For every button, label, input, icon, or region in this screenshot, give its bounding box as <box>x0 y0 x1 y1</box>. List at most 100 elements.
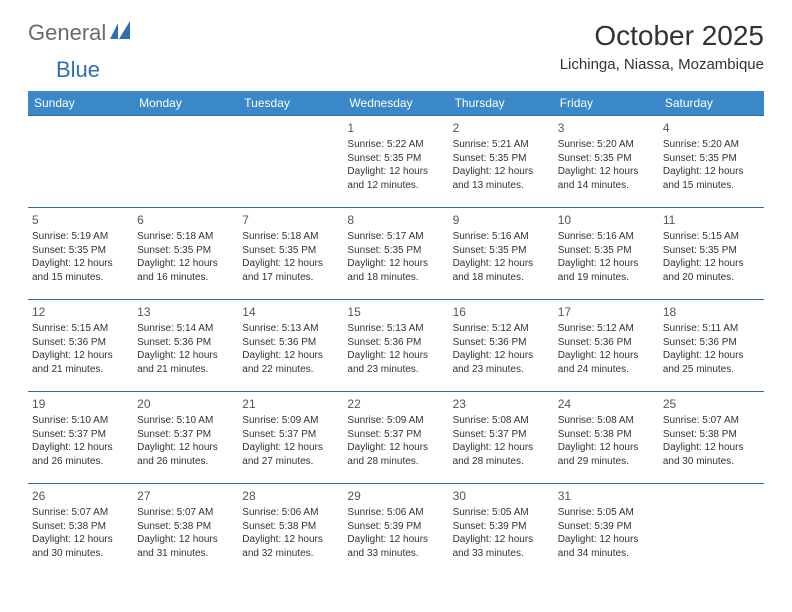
calendar-cell: 27Sunrise: 5:07 AMSunset: 5:38 PMDayligh… <box>133 484 238 576</box>
calendar-cell: 23Sunrise: 5:08 AMSunset: 5:37 PMDayligh… <box>449 392 554 484</box>
sunset-text: Sunset: 5:36 PM <box>137 336 234 350</box>
calendar-cell: 8Sunrise: 5:17 AMSunset: 5:35 PMDaylight… <box>343 208 448 300</box>
daylight-text: Daylight: 12 hours <box>347 257 444 271</box>
daylight-text: and 15 minutes. <box>32 271 129 285</box>
day-number: 25 <box>663 396 760 412</box>
daylight-text: and 15 minutes. <box>663 179 760 193</box>
sunset-text: Sunset: 5:37 PM <box>347 428 444 442</box>
sunrise-text: Sunrise: 5:22 AM <box>347 138 444 152</box>
sunset-text: Sunset: 5:35 PM <box>558 244 655 258</box>
sunrise-text: Sunrise: 5:06 AM <box>347 506 444 520</box>
calendar-cell: 12Sunrise: 5:15 AMSunset: 5:36 PMDayligh… <box>28 300 133 392</box>
sunrise-text: Sunrise: 5:19 AM <box>32 230 129 244</box>
daylight-text: Daylight: 12 hours <box>558 165 655 179</box>
sunrise-text: Sunrise: 5:08 AM <box>558 414 655 428</box>
daylight-text: and 17 minutes. <box>242 271 339 285</box>
day-number: 16 <box>453 304 550 320</box>
day-number: 15 <box>347 304 444 320</box>
sunset-text: Sunset: 5:35 PM <box>663 244 760 258</box>
daylight-text: Daylight: 12 hours <box>453 165 550 179</box>
daylight-text: Daylight: 12 hours <box>32 533 129 547</box>
calendar-cell: 17Sunrise: 5:12 AMSunset: 5:36 PMDayligh… <box>554 300 659 392</box>
daylight-text: and 32 minutes. <box>242 547 339 561</box>
calendar-cell: 7Sunrise: 5:18 AMSunset: 5:35 PMDaylight… <box>238 208 343 300</box>
daylight-text: and 34 minutes. <box>558 547 655 561</box>
daylight-text: and 28 minutes. <box>453 455 550 469</box>
sunset-text: Sunset: 5:35 PM <box>558 152 655 166</box>
calendar-cell: 6Sunrise: 5:18 AMSunset: 5:35 PMDaylight… <box>133 208 238 300</box>
daylight-text: and 26 minutes. <box>32 455 129 469</box>
sunrise-text: Sunrise: 5:14 AM <box>137 322 234 336</box>
calendar-cell: 24Sunrise: 5:08 AMSunset: 5:38 PMDayligh… <box>554 392 659 484</box>
daylight-text: Daylight: 12 hours <box>137 441 234 455</box>
sunset-text: Sunset: 5:36 PM <box>242 336 339 350</box>
sunrise-text: Sunrise: 5:10 AM <box>137 414 234 428</box>
sunset-text: Sunset: 5:36 PM <box>663 336 760 350</box>
day-number: 26 <box>32 488 129 504</box>
daylight-text: and 19 minutes. <box>558 271 655 285</box>
day-number: 10 <box>558 212 655 228</box>
calendar-cell: 26 Sunrise: 5:07 AMSunset: 5:38 PMDayligh… <box>28 484 133 576</box>
daylight-text: and 16 minutes. <box>137 271 234 285</box>
sunrise-text: Sunrise: 5:05 AM <box>558 506 655 520</box>
sunset-text: Sunset: 5:38 PM <box>663 428 760 442</box>
daylight-text: Daylight: 12 hours <box>663 441 760 455</box>
calendar-cell <box>238 116 343 208</box>
day-number: 27 <box>137 488 234 504</box>
daylight-text: and 23 minutes. <box>347 363 444 377</box>
day-number: 3 <box>558 120 655 136</box>
sunrise-text: Sunrise: 5:21 AM <box>453 138 550 152</box>
day-number: 20 <box>137 396 234 412</box>
daylight-text: Daylight: 12 hours <box>453 533 550 547</box>
daylight-text: and 30 minutes. <box>663 455 760 469</box>
calendar-cell: 18Sunrise: 5:11 AMSunset: 5:36 PMDayligh… <box>659 300 764 392</box>
day-number: 8 <box>347 212 444 228</box>
day-number: 30 <box>453 488 550 504</box>
calendar-cell: 1Sunrise: 5:22 AMSunset: 5:35 PMDaylight… <box>343 116 448 208</box>
sunset-text: Sunset: 5:37 PM <box>242 428 339 442</box>
sunrise-text: Sunrise: 5:18 AM <box>137 230 234 244</box>
sunset-text: Sunset: 5:35 PM <box>453 244 550 258</box>
page-title: October 2025 <box>560 20 764 52</box>
sunset-text: Sunset: 5:38 PM <box>32 520 129 534</box>
daylight-text: and 31 minutes. <box>137 547 234 561</box>
logo-text-general: General <box>28 20 106 46</box>
calendar-row: 5Sunrise: 5:19 AMSunset: 5:35 PMDaylight… <box>28 208 764 300</box>
calendar-table: Sunday Monday Tuesday Wednesday Thursday… <box>28 91 764 576</box>
day-number: 6 <box>137 212 234 228</box>
day-number: 17 <box>558 304 655 320</box>
daylight-text: and 33 minutes. <box>453 547 550 561</box>
day-number: 19 <box>32 396 129 412</box>
sunset-text: Sunset: 5:38 PM <box>558 428 655 442</box>
sunrise-text: Sunrise: 5:15 AM <box>663 230 760 244</box>
logo-text-blue: Blue <box>56 57 100 83</box>
day-number: 24 <box>558 396 655 412</box>
calendar-cell <box>28 116 133 208</box>
calendar-cell: 31Sunrise: 5:05 AMSunset: 5:39 PMDayligh… <box>554 484 659 576</box>
sunset-text: Sunset: 5:37 PM <box>453 428 550 442</box>
sunset-text: Sunset: 5:36 PM <box>32 336 129 350</box>
daylight-text: and 25 minutes. <box>663 363 760 377</box>
daylight-text: Daylight: 12 hours <box>137 533 234 547</box>
sunset-text: Sunset: 5:37 PM <box>32 428 129 442</box>
day-number: 22 <box>347 396 444 412</box>
calendar-cell: 9Sunrise: 5:16 AMSunset: 5:35 PMDaylight… <box>449 208 554 300</box>
sunrise-text: Sunrise: 5:05 AM <box>453 506 550 520</box>
weekday-header: Sunday <box>28 91 133 116</box>
calendar-body: 1Sunrise: 5:22 AMSunset: 5:35 PMDaylight… <box>28 116 764 576</box>
calendar-cell: 11Sunrise: 5:15 AMSunset: 5:35 PMDayligh… <box>659 208 764 300</box>
calendar-row: 19Sunrise: 5:10 AMSunset: 5:37 PMDayligh… <box>28 392 764 484</box>
daylight-text: Daylight: 12 hours <box>32 257 129 271</box>
calendar-cell: 16Sunrise: 5:12 AMSunset: 5:36 PMDayligh… <box>449 300 554 392</box>
day-number: 13 <box>137 304 234 320</box>
sunrise-text: Sunrise: 5:07 AM <box>32 506 129 520</box>
daylight-text: and 13 minutes. <box>453 179 550 193</box>
day-number: 18 <box>663 304 760 320</box>
sunrise-text: Sunrise: 5:20 AM <box>663 138 760 152</box>
sunrise-text: Sunrise: 5:13 AM <box>347 322 444 336</box>
daylight-text: Daylight: 12 hours <box>347 441 444 455</box>
calendar-cell: 15Sunrise: 5:13 AMSunset: 5:36 PMDayligh… <box>343 300 448 392</box>
daylight-text: Daylight: 12 hours <box>663 257 760 271</box>
day-number: 5 <box>32 212 129 228</box>
calendar-cell: 29Sunrise: 5:06 AMSunset: 5:39 PMDayligh… <box>343 484 448 576</box>
